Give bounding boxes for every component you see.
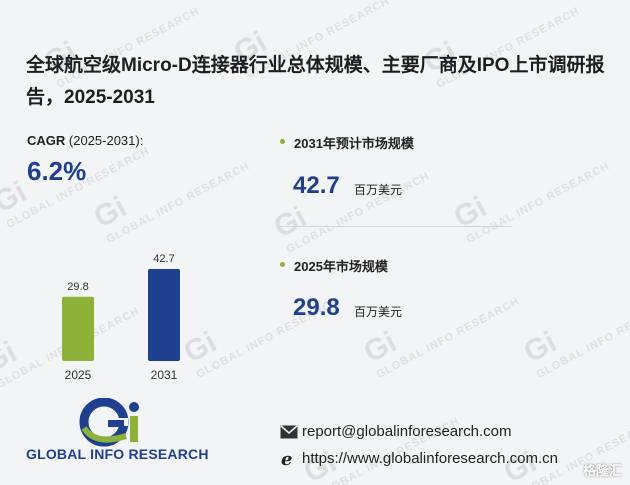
gir-logo-icon xyxy=(79,398,139,447)
stat-unit-2031: 百万美元 xyxy=(354,183,403,197)
stat-label-2025: 2025年市场规模 xyxy=(294,259,388,274)
data-label-2025: 29.8 xyxy=(67,281,88,293)
bullet-2025 xyxy=(280,262,285,267)
category-label-2025: 2025 xyxy=(65,368,92,382)
bar-chart: 29.8 2025 42.7 2031 xyxy=(62,253,180,382)
stat-value-2025: 29.8 xyxy=(293,294,340,321)
cagr-label-bold: CAGR xyxy=(27,133,66,148)
ie-browser-icon: e xyxy=(281,450,292,468)
logo-text: GLOBAL INFO RESEARCH xyxy=(26,446,209,462)
stat-label-2031: 2031年预计市场规模 xyxy=(294,136,414,151)
report-title: 全球航空级Micro-D连接器行业总体规模、主要厂商及IPO上市调研报告，202… xyxy=(26,55,605,108)
stat-unit-2025: 百万美元 xyxy=(354,305,403,319)
category-label-2031: 2031 xyxy=(151,368,178,382)
cagr-label-period: (2025-2031): xyxy=(65,133,144,148)
cagr-label: CAGR (2025-2031): xyxy=(27,133,143,148)
mail-icon xyxy=(280,425,298,439)
divider xyxy=(280,226,512,227)
corner-watermark: 格隆汇 xyxy=(582,463,622,478)
svg-text:e: e xyxy=(281,450,292,468)
bar-2025 xyxy=(62,296,94,361)
email-link[interactable]: report@globalinforesearch.com xyxy=(302,423,512,440)
bar-2031 xyxy=(148,269,180,361)
data-label-2031: 42.7 xyxy=(153,253,174,265)
bullet-2031 xyxy=(280,139,285,144)
stat-value-2031: 42.7 xyxy=(293,172,340,199)
cagr-value: 6.2% xyxy=(27,156,87,186)
website-link[interactable]: https://www.globalinforesearch.com.cn xyxy=(302,450,558,467)
